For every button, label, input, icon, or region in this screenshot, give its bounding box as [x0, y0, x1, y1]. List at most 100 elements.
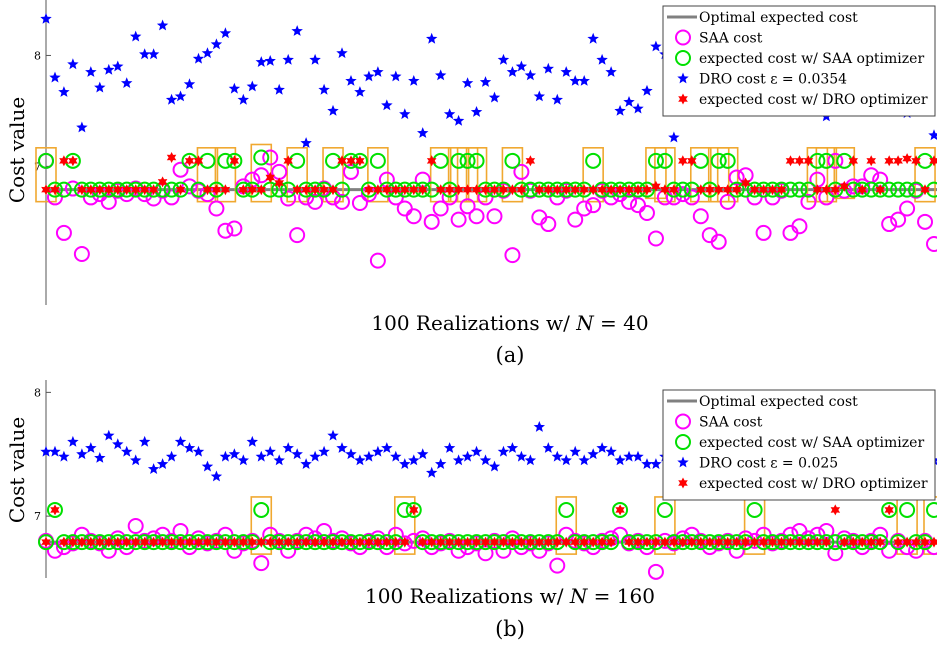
dro-cost-point — [94, 81, 106, 93]
legend-swatch-expected-saa — [675, 50, 691, 66]
expected-cost-dro-point — [238, 536, 249, 548]
expected-cost-saa-point — [791, 181, 808, 198]
dro-cost-point — [426, 32, 438, 44]
expected-cost-dro-point — [615, 504, 625, 516]
expected-cost-saa-point — [289, 152, 306, 169]
expected-cost-dro-point — [543, 536, 554, 548]
expected-cost-dro-point — [453, 536, 464, 548]
dro-cost-point — [282, 442, 294, 453]
expected-cost-dro-point — [615, 184, 625, 196]
expected-cost-dro-point — [444, 184, 455, 196]
dro-cost-point — [533, 90, 545, 102]
dro-cost-point — [291, 25, 303, 36]
deviation-box — [914, 147, 936, 203]
dro-cost-point — [219, 450, 232, 462]
saa-cost-point — [405, 208, 422, 225]
dro-cost-point — [354, 454, 366, 466]
expected-cost-dro-point — [498, 184, 509, 196]
dro-cost-point — [246, 80, 258, 92]
dro-cost-point — [67, 58, 79, 70]
expected-cost-dro-point — [660, 184, 670, 196]
saa-cost-point — [630, 197, 646, 214]
saa-cost-point — [540, 216, 557, 233]
dro-cost-point — [506, 66, 519, 77]
expected-cost-dro-point — [794, 536, 805, 548]
dro-cost-point — [426, 466, 438, 478]
expected-cost-saa-point — [468, 152, 485, 169]
x-axis-label-part: = 160 — [587, 584, 655, 608]
expected-cost-dro-point — [498, 536, 509, 548]
expected-cost-dro-point — [920, 536, 930, 548]
dro-cost-point — [354, 86, 366, 97]
saa-cost-point — [683, 189, 700, 206]
expected-cost-dro-point — [543, 184, 554, 196]
expected-cost-saa-point — [450, 152, 467, 169]
expected-cost-dro-point — [875, 184, 885, 196]
expected-cost-dro-point — [633, 536, 643, 548]
expected-cost-saa-point — [46, 501, 63, 518]
expected-cost-dro-point — [597, 184, 607, 196]
dro-cost-point — [452, 114, 465, 126]
saa-cost-point — [280, 190, 297, 207]
dro-cost-point — [174, 90, 187, 102]
x-axis-label-part: 100 Realizations w/ — [371, 311, 576, 335]
saa-cost-point — [486, 208, 503, 225]
dro-cost-point — [650, 458, 662, 469]
dro-cost-point — [488, 91, 501, 103]
expected-cost-dro-point — [274, 177, 284, 189]
dro-cost-point — [443, 442, 456, 453]
dro-cost-point — [264, 445, 276, 457]
legend-entry: Optimal expected cost — [699, 10, 858, 26]
expected-cost-dro-point — [570, 536, 580, 548]
legend: Optimal expected cost SAA cost expected co… — [662, 389, 936, 501]
dro-cost-point — [551, 93, 563, 105]
y-tick-label: 7 — [34, 160, 41, 173]
expected-cost-dro-point — [382, 184, 392, 196]
expected-cost-dro-point — [256, 184, 266, 196]
expected-cost-dro-point — [893, 155, 903, 167]
expected-cost-dro-point — [902, 153, 912, 165]
expected-cost-saa-point — [881, 501, 898, 518]
dro-cost-point — [139, 435, 151, 447]
expected-cost-dro-point — [229, 155, 240, 167]
expected-cost-dro-point — [731, 184, 742, 196]
expected-cost-dro-point — [310, 536, 320, 548]
saa-cost-point — [800, 193, 817, 210]
y-axis-label: Cost value — [5, 97, 29, 203]
dro-cost-point — [560, 454, 572, 466]
dro-cost-point — [560, 66, 572, 77]
expected-cost-saa-point — [917, 152, 934, 169]
expected-cost-dro-point — [606, 536, 616, 548]
dro-cost-point — [300, 458, 312, 469]
legend-swatch-dro — [677, 456, 689, 468]
saa-cost-point — [271, 163, 288, 180]
expected-cost-saa-point — [38, 534, 54, 551]
deviation-box — [367, 147, 389, 203]
expected-cost-dro-point — [247, 184, 258, 196]
expected-cost-dro-point — [642, 536, 652, 548]
expected-cost-dro-point — [175, 536, 186, 548]
dro-cost-point — [587, 32, 599, 44]
dro-cost-point — [40, 12, 52, 24]
expected-cost-dro-point — [812, 536, 823, 548]
dro-cost-point — [103, 429, 115, 441]
expected-cost-dro-point — [480, 536, 491, 548]
dro-cost-point — [650, 40, 662, 52]
expected-cost-dro-point — [247, 536, 258, 548]
expected-cost-dro-point — [355, 536, 365, 548]
expected-cost-saa-point — [899, 181, 916, 198]
expected-cost-dro-point — [292, 536, 302, 548]
dro-cost-point — [282, 53, 294, 65]
expected-cost-dro-point — [346, 536, 356, 548]
expected-cost-dro-point — [444, 536, 455, 548]
dro-cost-point — [121, 77, 133, 88]
expected-cost-dro-point — [767, 536, 778, 548]
expected-cost-dro-point — [588, 536, 598, 548]
saa-cost-point — [334, 193, 350, 210]
expected-cost-saa-point — [926, 501, 937, 518]
expected-cost-dro-point — [41, 184, 51, 196]
expected-cost-saa-point — [818, 152, 835, 169]
expected-cost-saa-point — [369, 152, 386, 169]
panel-caption: (a) — [496, 343, 525, 367]
expected-cost-dro-point — [534, 536, 545, 548]
